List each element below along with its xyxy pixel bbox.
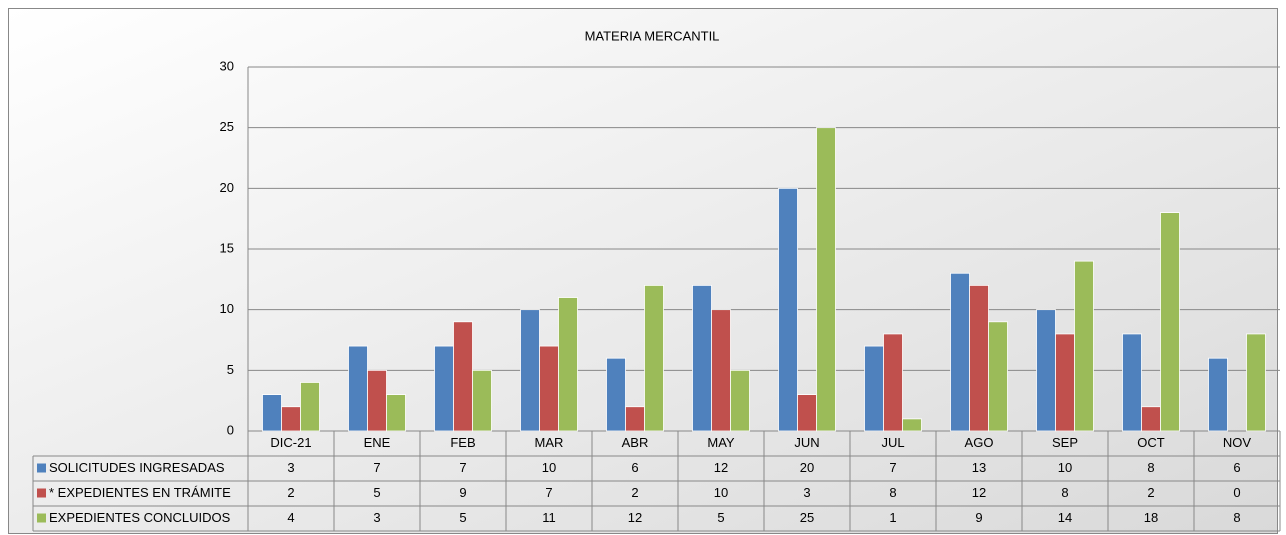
- bar: [281, 406, 301, 432]
- table-value: 12: [972, 485, 986, 500]
- x-tick-label: ENE: [364, 435, 391, 450]
- x-tick-label: SEP: [1052, 435, 1078, 450]
- table-value: 8: [889, 485, 896, 500]
- table-value: 0: [1233, 485, 1240, 500]
- bar: [1208, 357, 1228, 432]
- table-value: 4: [287, 510, 294, 525]
- bar: [558, 297, 578, 432]
- y-tick-label: 15: [220, 240, 234, 255]
- table-value: 7: [545, 485, 552, 500]
- bar: [692, 284, 712, 432]
- bar: [644, 284, 664, 432]
- table-value: 6: [1233, 460, 1240, 475]
- table-value: 10: [542, 460, 556, 475]
- x-tick-label: JUL: [881, 435, 904, 450]
- bar: [1141, 406, 1161, 432]
- table-value: 3: [287, 460, 294, 475]
- bar: [797, 394, 817, 432]
- x-tick-label: FEB: [450, 435, 475, 450]
- table-value: 7: [889, 460, 896, 475]
- x-tick-label: NOV: [1223, 435, 1252, 450]
- x-tick-label: MAR: [535, 435, 564, 450]
- x-tick-label: JUN: [794, 435, 819, 450]
- table-value: 10: [714, 485, 728, 500]
- bar: [386, 394, 406, 432]
- bar: [262, 394, 282, 432]
- y-tick-label: 0: [227, 422, 234, 437]
- bar: [434, 345, 454, 432]
- table-value: 6: [631, 460, 638, 475]
- table-value: 5: [373, 485, 380, 500]
- x-tick-label: OCT: [1137, 435, 1165, 450]
- table-value: 12: [628, 510, 642, 525]
- bar: [816, 127, 836, 432]
- table-value: 10: [1058, 460, 1072, 475]
- bar: [520, 309, 540, 432]
- table-value: 8: [1147, 460, 1154, 475]
- table-value: 14: [1058, 510, 1072, 525]
- legend-key: [37, 463, 46, 473]
- bar: [472, 369, 492, 432]
- table-value: 5: [717, 510, 724, 525]
- y-tick-label: 5: [227, 362, 234, 377]
- table-value: 3: [373, 510, 380, 525]
- table-value: 8: [1061, 485, 1068, 500]
- table-value: 2: [631, 485, 638, 500]
- bar: [1246, 333, 1266, 432]
- chart-background: [8, 8, 1278, 534]
- bar: [348, 345, 368, 432]
- bar: [1122, 333, 1142, 432]
- table-value: 7: [459, 460, 466, 475]
- bar: [625, 406, 645, 432]
- legend-label: SOLICITUDES INGRESADAS: [49, 460, 225, 475]
- table-value: 2: [287, 485, 294, 500]
- y-tick-label: 10: [220, 301, 234, 316]
- bar: [969, 284, 989, 432]
- bar: [902, 418, 922, 432]
- bar: [711, 309, 731, 432]
- table-value: 5: [459, 510, 466, 525]
- y-tick-label: 20: [220, 180, 234, 195]
- table-value: 1: [889, 510, 896, 525]
- x-tick-label: MAY: [707, 435, 735, 450]
- y-tick-label: 25: [220, 119, 234, 134]
- y-tick-label: 30: [220, 58, 234, 73]
- bar: [950, 272, 970, 432]
- table-value: 7: [373, 460, 380, 475]
- x-tick-label: DIC-21: [270, 435, 311, 450]
- table-value: 18: [1144, 510, 1158, 525]
- bar: [730, 369, 750, 432]
- legend-label: EXPEDIENTES CONCLUIDOS: [49, 510, 231, 525]
- x-tick-label: ABR: [622, 435, 649, 450]
- table-value: 12: [714, 460, 728, 475]
- table-value: 3: [803, 485, 810, 500]
- table-value: 25: [800, 510, 814, 525]
- bar: [300, 382, 320, 432]
- bar: [539, 345, 559, 432]
- table-value: 9: [459, 485, 466, 500]
- chart-title: MATERIA MERCANTIL: [585, 28, 720, 43]
- bar: [606, 357, 626, 432]
- bar: [453, 321, 473, 432]
- bar: [778, 187, 798, 432]
- table-value: 9: [975, 510, 982, 525]
- legend-key: [37, 513, 46, 523]
- bar: [883, 333, 903, 432]
- legend-label: * EXPEDIENTES EN TRÁMITE: [49, 485, 231, 500]
- bar: [1055, 333, 1075, 432]
- table-value: 8: [1233, 510, 1240, 525]
- legend-key: [37, 488, 46, 498]
- table-value: 2: [1147, 485, 1154, 500]
- x-tick-label: AGO: [965, 435, 994, 450]
- bar: [988, 321, 1008, 432]
- table-value: 11: [542, 510, 556, 525]
- table-value: 13: [972, 460, 986, 475]
- bar: [864, 345, 884, 432]
- table-value: 20: [800, 460, 814, 475]
- bar: [367, 369, 387, 432]
- bar: [1074, 260, 1094, 432]
- bar: [1160, 212, 1180, 432]
- bar: [1036, 309, 1056, 432]
